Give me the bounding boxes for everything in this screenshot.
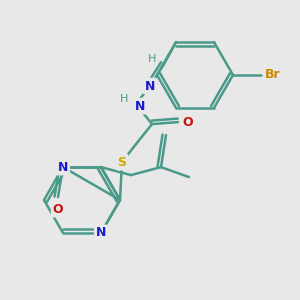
Text: O: O	[183, 116, 193, 129]
Text: N: N	[58, 160, 68, 174]
Text: H: H	[148, 54, 156, 64]
Text: H: H	[120, 94, 128, 104]
Text: Br: Br	[265, 68, 281, 82]
Text: S: S	[118, 156, 127, 169]
Text: N: N	[145, 80, 155, 93]
Text: O: O	[53, 202, 63, 216]
Text: N: N	[96, 226, 106, 239]
Text: N: N	[135, 100, 145, 112]
